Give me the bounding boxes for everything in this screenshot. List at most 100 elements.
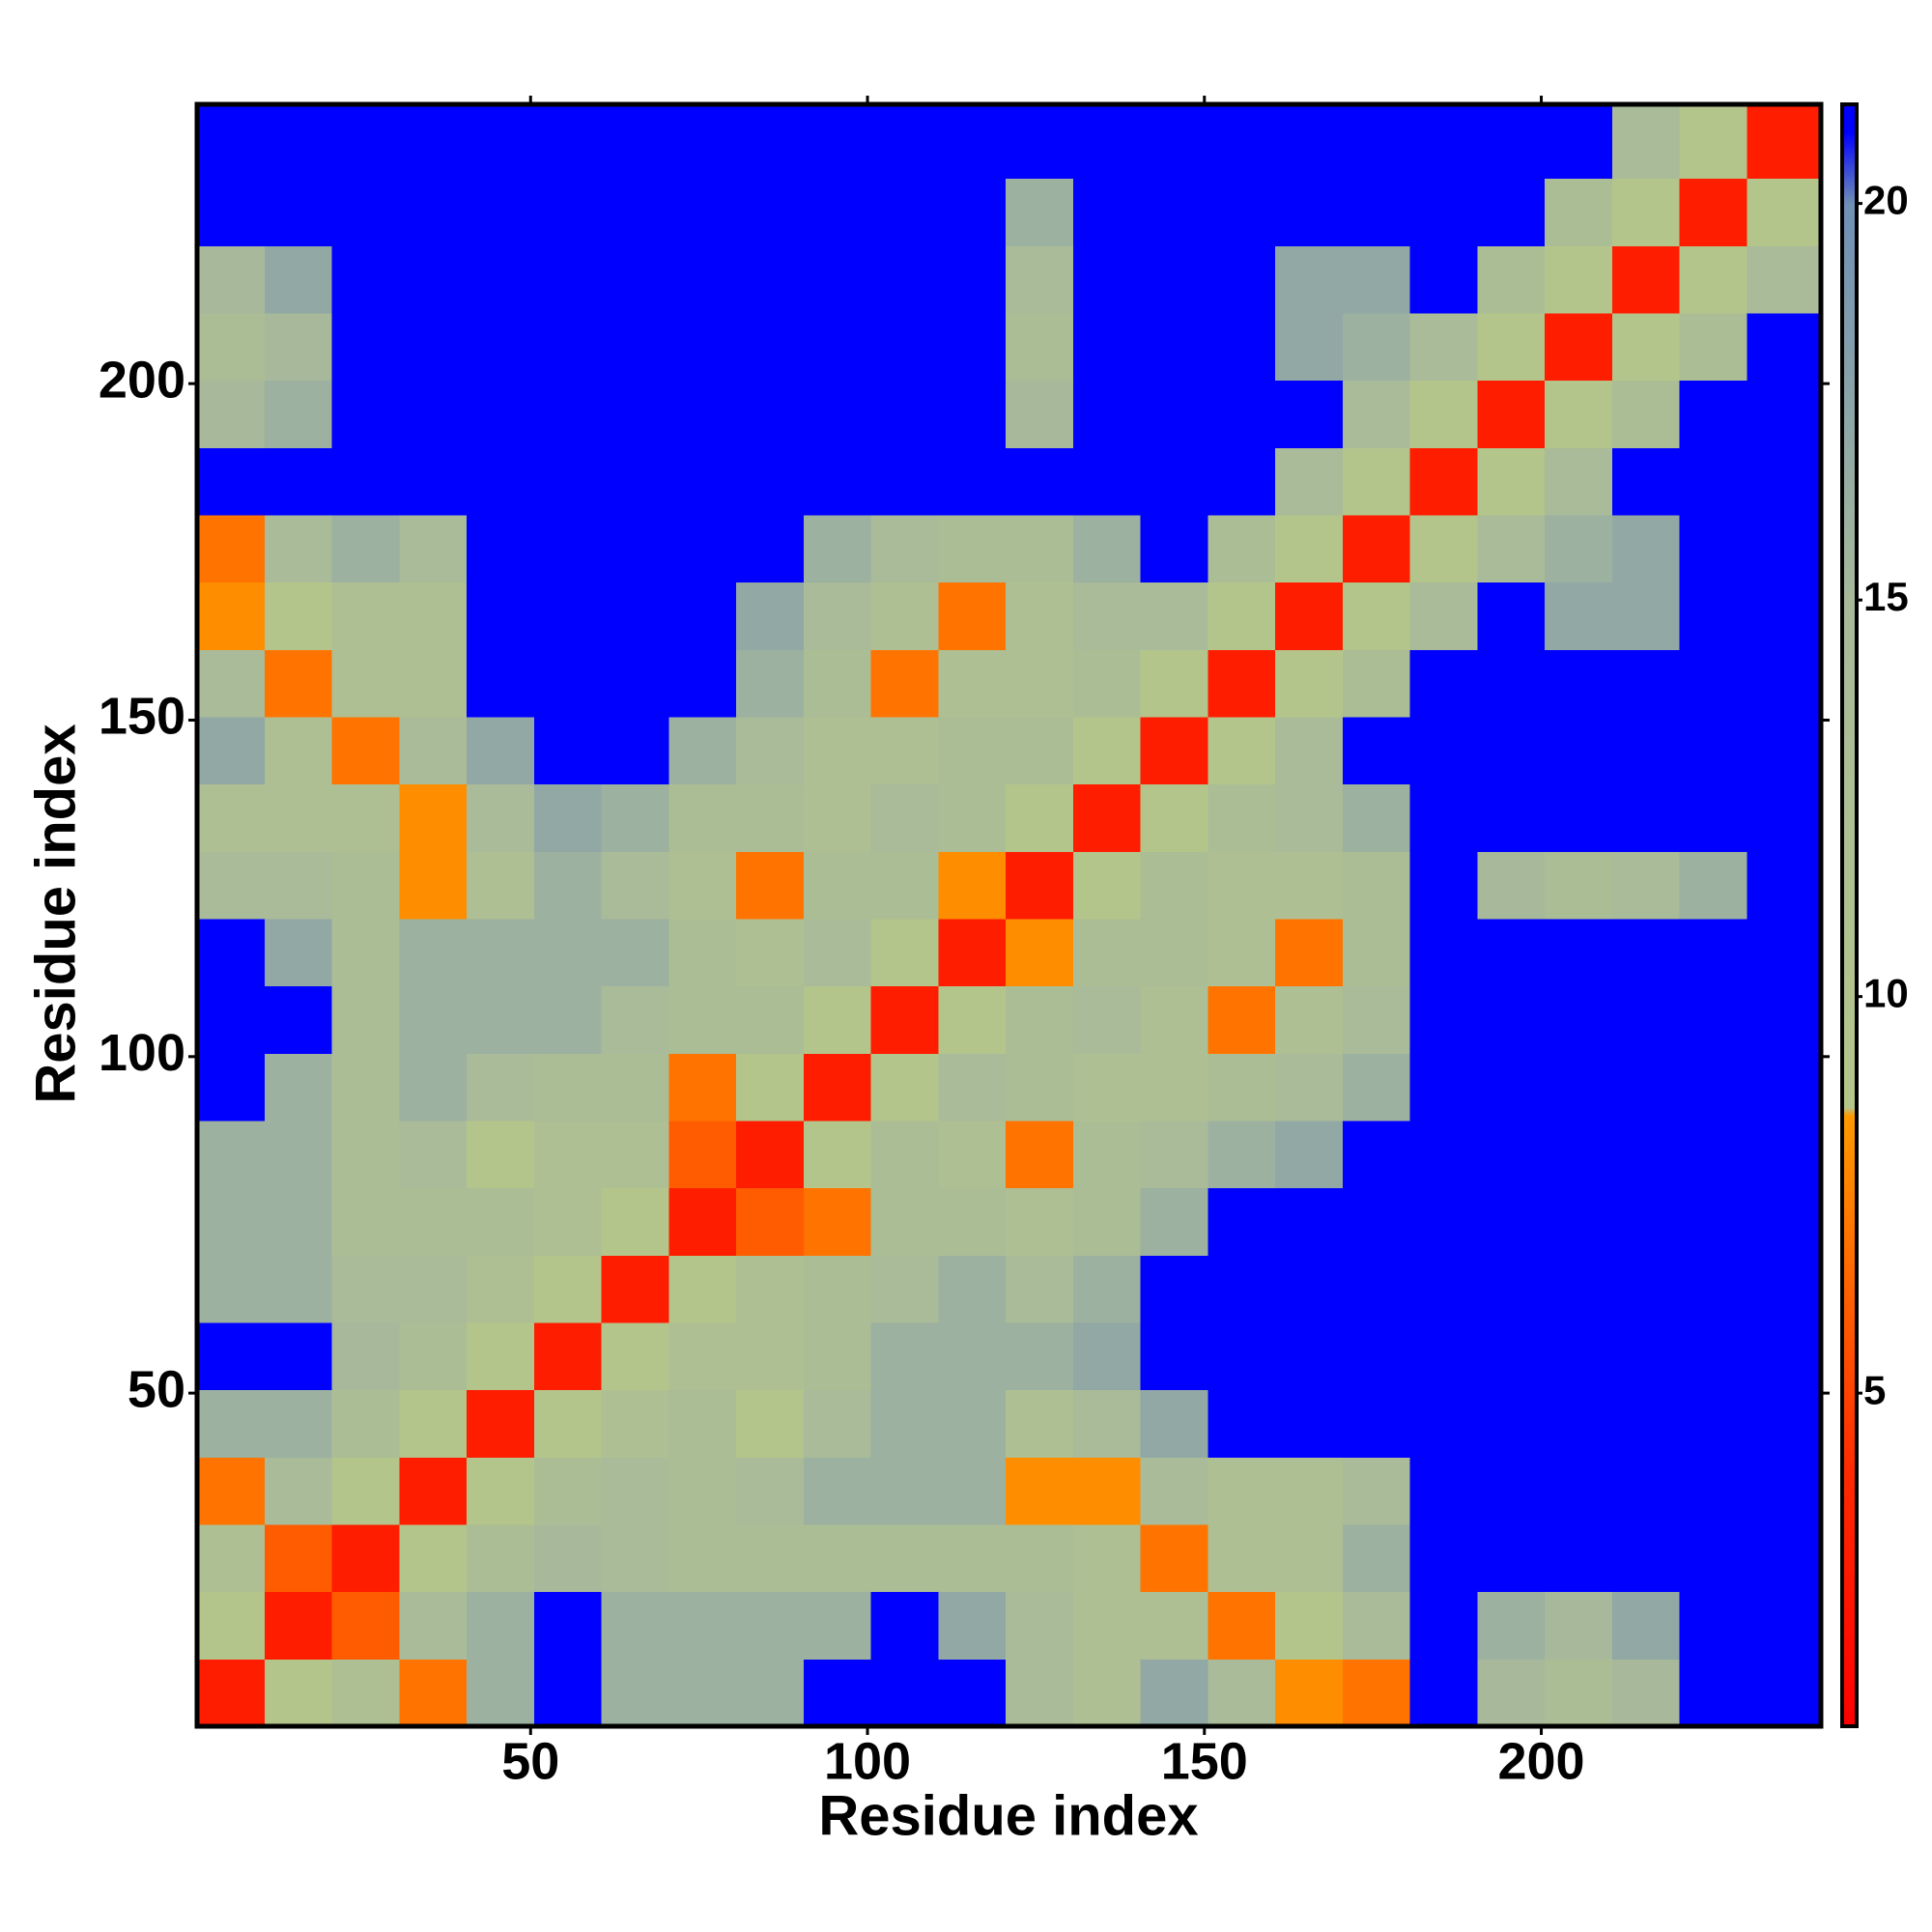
heatmap-cell <box>533 649 603 718</box>
heatmap-cell <box>1208 447 1276 516</box>
heatmap-cell <box>870 178 939 246</box>
heatmap-cell <box>1342 1591 1411 1660</box>
heatmap-cell <box>803 1591 872 1660</box>
heatmap-cell <box>736 649 805 718</box>
heatmap-cell <box>1611 1457 1681 1525</box>
heatmap-cell <box>938 380 1007 448</box>
heatmap-cell <box>1006 1255 1074 1323</box>
heatmap-cell <box>1140 1187 1208 1256</box>
heatmap-cell <box>264 1321 333 1391</box>
heatmap-cell <box>467 783 535 852</box>
heatmap-cell <box>1275 985 1344 1054</box>
heatmap-cell <box>1409 104 1478 180</box>
heatmap-cell <box>467 985 535 1054</box>
heatmap-cell <box>870 1053 939 1122</box>
heatmap-cell <box>1409 582 1478 650</box>
heatmap-cell <box>668 985 737 1054</box>
heatmap-cell <box>1072 649 1142 718</box>
heatmap-cell <box>1072 1523 1142 1593</box>
heatmap-cell <box>1342 1457 1411 1525</box>
heatmap-cell <box>1072 1457 1142 1525</box>
heatmap-cell <box>467 380 535 448</box>
heatmap-cell <box>1342 1053 1411 1122</box>
heatmap-cell <box>1006 783 1074 852</box>
heatmap-cell <box>1477 1187 1546 1256</box>
heatmap-cell <box>1611 918 1681 987</box>
heatmap-cell <box>1208 649 1276 718</box>
heatmap-cell <box>1409 1591 1478 1660</box>
heatmap-cell <box>197 582 266 650</box>
heatmap-cell <box>197 312 266 382</box>
heatmap-cell <box>264 1457 333 1525</box>
heatmap-cell <box>1342 1389 1411 1458</box>
heatmap-cell <box>736 716 805 785</box>
heatmap-cell <box>668 649 737 718</box>
heatmap-cell <box>870 783 939 852</box>
heatmap-cell <box>1140 649 1208 718</box>
heatmap-cell <box>197 380 266 448</box>
heatmap-cell <box>1006 1120 1074 1189</box>
heatmap-cell <box>1208 851 1276 920</box>
heatmap-cell <box>668 783 737 852</box>
heatmap-cell <box>1208 1591 1276 1660</box>
heatmap-cell <box>1208 918 1276 987</box>
heatmap-cell <box>1342 851 1411 920</box>
heatmap-cell <box>467 649 535 718</box>
heatmap-cell <box>1679 716 1747 785</box>
colorbar-tick-label: 5 <box>1863 1367 1886 1412</box>
heatmap-cell <box>938 1255 1007 1323</box>
heatmap-cell <box>1208 312 1276 382</box>
heatmap-cell <box>1208 1120 1276 1189</box>
heatmap-cell <box>264 918 333 987</box>
heatmap-cell <box>938 1321 1007 1391</box>
heatmap-cell <box>1006 380 1074 448</box>
heatmap-cell <box>601 447 669 516</box>
heatmap-cell <box>399 783 468 852</box>
heatmap-cell <box>1545 312 1613 382</box>
heatmap-cell <box>1611 178 1681 246</box>
heatmap-cell <box>938 985 1007 1054</box>
heatmap-cell <box>938 1187 1007 1256</box>
heatmap-cell <box>1072 1255 1142 1323</box>
heatmap-cell <box>938 1523 1007 1593</box>
heatmap-cell <box>197 1321 266 1391</box>
heatmap-cell <box>1747 1053 1822 1122</box>
heatmap-cell <box>331 1389 400 1458</box>
heatmap-cell <box>601 104 669 180</box>
heatmap-cell <box>1747 1120 1822 1189</box>
heatmap-cell <box>264 312 333 382</box>
heatmap-cell <box>668 312 737 382</box>
heatmap-cell <box>264 649 333 718</box>
heatmap-cell <box>1477 1591 1546 1660</box>
heatmap-cell <box>197 1053 266 1122</box>
heatmap-cell <box>736 1053 805 1122</box>
heatmap-cell <box>467 1457 535 1525</box>
heatmap-cell <box>331 1523 400 1593</box>
heatmap-cell <box>1679 1187 1747 1256</box>
heatmap-cell <box>399 312 468 382</box>
heatmap-cell <box>601 380 669 448</box>
heatmap-cell <box>1545 447 1613 516</box>
heatmap-cell <box>264 1523 333 1593</box>
heatmap-cell <box>1208 178 1276 246</box>
heatmap-cell <box>1611 985 1681 1054</box>
heatmap-cell <box>1409 851 1478 920</box>
heatmap-cell <box>1208 245 1276 314</box>
heatmap-cell <box>736 312 805 382</box>
heatmap-cell <box>467 1523 535 1593</box>
heatmap-cell <box>467 312 535 382</box>
heatmap-cell <box>668 716 737 785</box>
heatmap-cell <box>1072 104 1142 180</box>
heatmap-cell <box>1679 1659 1747 1727</box>
heatmap-cell <box>1747 1255 1822 1323</box>
heatmap-cell <box>1208 1053 1276 1122</box>
plot-frame <box>194 101 1824 1729</box>
heatmap-cell <box>331 1457 400 1525</box>
heatmap-cell <box>870 380 939 448</box>
x-tick-label: 100 <box>824 1732 911 1790</box>
heatmap-cell <box>1140 1120 1208 1189</box>
heatmap-cell <box>601 783 669 852</box>
heatmap-cell <box>1611 716 1681 785</box>
heatmap-cell <box>1208 783 1276 852</box>
heatmap-cell <box>736 1389 805 1458</box>
